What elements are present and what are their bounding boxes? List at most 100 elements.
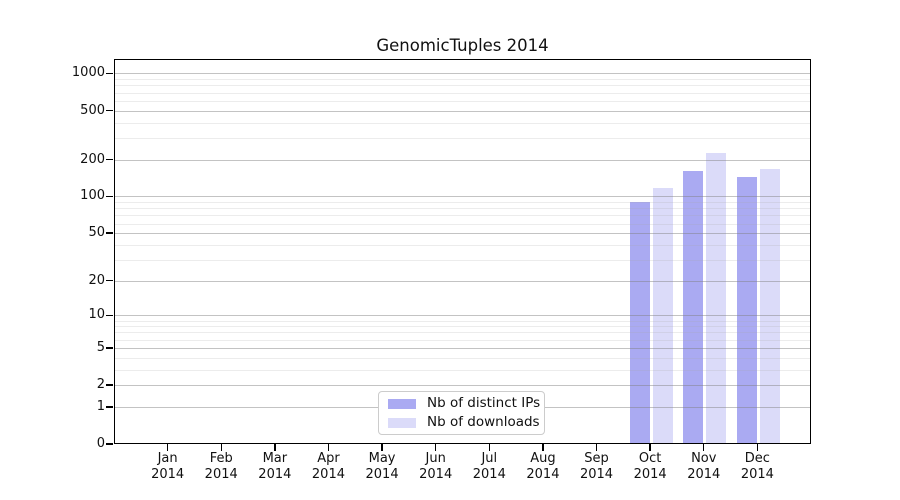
x-tick-mark-mar: [274, 444, 276, 451]
gridline-major-2: [115, 385, 810, 387]
legend-item-distinct-ips: Nb of distinct IPs: [388, 396, 540, 411]
x-tick-year: 2014: [526, 466, 560, 482]
y-tick-label-10: 10: [88, 307, 105, 323]
gridline-minor-9: [115, 320, 810, 322]
x-tick-label-jul: Jul 2014: [457, 451, 521, 482]
x-tick-month: Mar: [262, 451, 288, 466]
y-tick-mark-1000: [106, 72, 113, 75]
gridline-major-5: [115, 347, 810, 349]
x-tick-year: 2014: [633, 466, 667, 482]
y-tick-mark-1: [106, 406, 113, 408]
x-tick-year: 2014: [204, 466, 238, 482]
gridline-minor-40: [115, 244, 810, 246]
x-tick-label-apr: Apr 2014: [296, 451, 360, 482]
x-tick-mark-jun: [434, 444, 437, 451]
x-tick-mark-aug: [542, 444, 544, 451]
x-tick-month: Sep: [584, 451, 609, 466]
gridline-minor-300: [115, 137, 810, 139]
x-tick-mark-nov: [703, 444, 705, 451]
gridline-minor-400: [115, 122, 810, 124]
gridline-minor-4: [115, 357, 810, 359]
x-tick-mark-may: [381, 444, 383, 451]
gridline-minor-8: [115, 326, 810, 328]
x-tick-mark-apr: [327, 444, 330, 451]
gridline-major-500: [115, 110, 810, 112]
x-tick-mark-jul: [488, 444, 490, 451]
y-tick-label-0: 0: [96, 436, 105, 451]
legend-swatch-distinct-ips-icon: [388, 398, 416, 409]
x-tick-month: Aug: [530, 451, 556, 466]
gridline-minor-700: [115, 92, 810, 94]
x-tick-month: Nov: [691, 451, 717, 466]
y-tick-mark-100: [106, 195, 113, 198]
y-tick-label-500: 500: [80, 102, 105, 118]
x-tick-month: Oct: [638, 451, 662, 466]
bar-oct-downloads: [652, 187, 673, 443]
gridline-minor-60: [115, 223, 810, 225]
x-tick-month: Feb: [209, 451, 233, 466]
gridline-minor-600: [115, 100, 810, 102]
x-tick-year: 2014: [579, 466, 614, 482]
y-tick-label-5: 5: [96, 339, 105, 355]
y-tick-label-50: 50: [88, 225, 105, 241]
y-tick-mark-20: [106, 280, 113, 282]
x-tick-month: Dec: [744, 451, 770, 466]
bar-dec-downloads: [759, 168, 780, 443]
x-tick-label-dec: Dec 2014: [725, 451, 789, 482]
y-tick-mark-500: [106, 109, 113, 112]
gridline-minor-800: [115, 85, 810, 87]
y-tick-label-200: 200: [80, 151, 105, 167]
legend-label-distinct-ips: Nb of distinct IPs: [427, 395, 541, 411]
x-tick-mark-jan: [166, 444, 169, 451]
gridline-minor-6: [115, 339, 810, 341]
gridline-minor-30: [115, 259, 810, 261]
bar-oct-distinct-ips: [629, 202, 650, 443]
gridline-minor-3: [115, 369, 810, 371]
x-tick-year: 2014: [740, 466, 774, 482]
x-tick-year: 2014: [311, 466, 345, 482]
x-tick-month: Jun: [425, 451, 446, 466]
y-tick-label-20: 20: [88, 272, 105, 288]
gridline-major-20: [115, 280, 810, 282]
x-tick-month: Jan: [157, 451, 178, 466]
y-tick-mark-50: [106, 232, 113, 234]
gridline-minor-900: [115, 79, 810, 81]
y-tick-mark-200: [106, 158, 113, 161]
gridline-minor-7: [115, 332, 810, 334]
x-tick-year: 2014: [258, 466, 292, 482]
x-tick-label-feb: Feb 2014: [189, 451, 253, 482]
bar-dec-distinct-ips: [736, 177, 757, 443]
gridline-minor-80: [115, 208, 810, 210]
x-tick-year: 2014: [472, 466, 506, 482]
x-tick-month: May: [368, 451, 396, 466]
bar-nov-distinct-ips: [683, 171, 704, 443]
legend-label-downloads: Nb of downloads: [427, 414, 540, 430]
gridline-major-200: [115, 159, 810, 161]
gridline-major-100: [115, 196, 810, 198]
x-tick-year: 2014: [365, 466, 399, 482]
gridline-major-10: [115, 315, 810, 317]
y-tick-label-100: 100: [80, 188, 105, 204]
y-tick-label-1000: 1000: [71, 65, 105, 81]
gridline-minor-90: [115, 202, 810, 204]
gridline-major-1000: [115, 73, 810, 75]
x-tick-label-aug: Aug 2014: [511, 451, 575, 482]
legend-swatch-downloads-icon: [388, 417, 416, 428]
x-tick-year: 2014: [687, 466, 721, 482]
x-tick-label-may: May 2014: [350, 451, 414, 482]
plot-area: [114, 59, 811, 444]
y-tick-mark-0: [106, 443, 113, 445]
gridline-minor-70: [115, 215, 810, 217]
y-tick-mark-2: [106, 384, 113, 386]
y-tick-mark-5: [106, 347, 113, 349]
x-tick-label-sep: Sep 2014: [565, 451, 629, 482]
legend-item-downloads: Nb of downloads: [388, 415, 540, 430]
x-tick-mark-dec: [756, 444, 759, 451]
x-tick-month: Apr: [317, 451, 340, 466]
chart-title: GenomicTuples 2014: [376, 36, 549, 55]
x-tick-year: 2014: [151, 466, 185, 482]
x-tick-year: 2014: [419, 466, 453, 482]
x-tick-label-mar: Mar 2014: [243, 451, 307, 482]
x-tick-mark-sep: [595, 444, 598, 451]
